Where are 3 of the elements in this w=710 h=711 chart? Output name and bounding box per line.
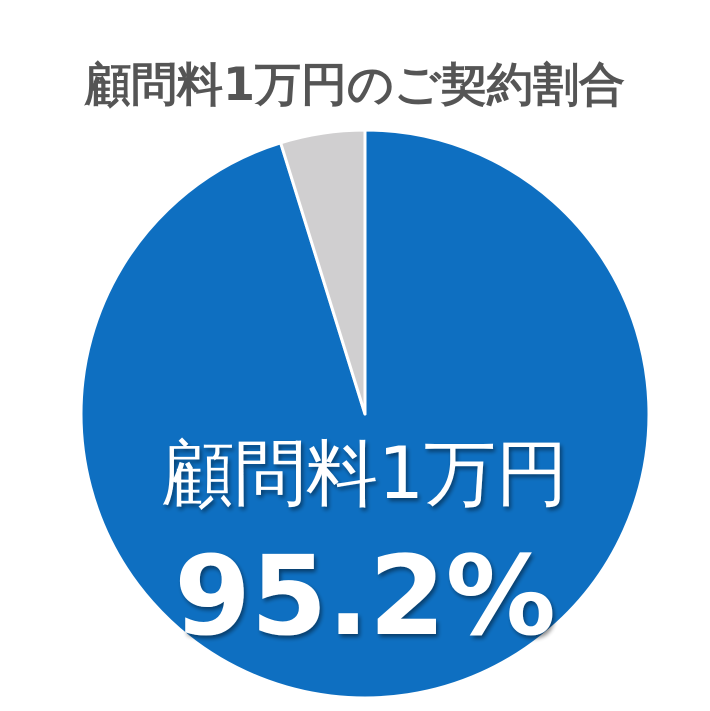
chart-title: 顧問料1万円のご契約割合	[84, 57, 626, 111]
data-label: 95.2%	[174, 532, 556, 660]
slice-label: 顧問料1万円	[162, 431, 568, 515]
